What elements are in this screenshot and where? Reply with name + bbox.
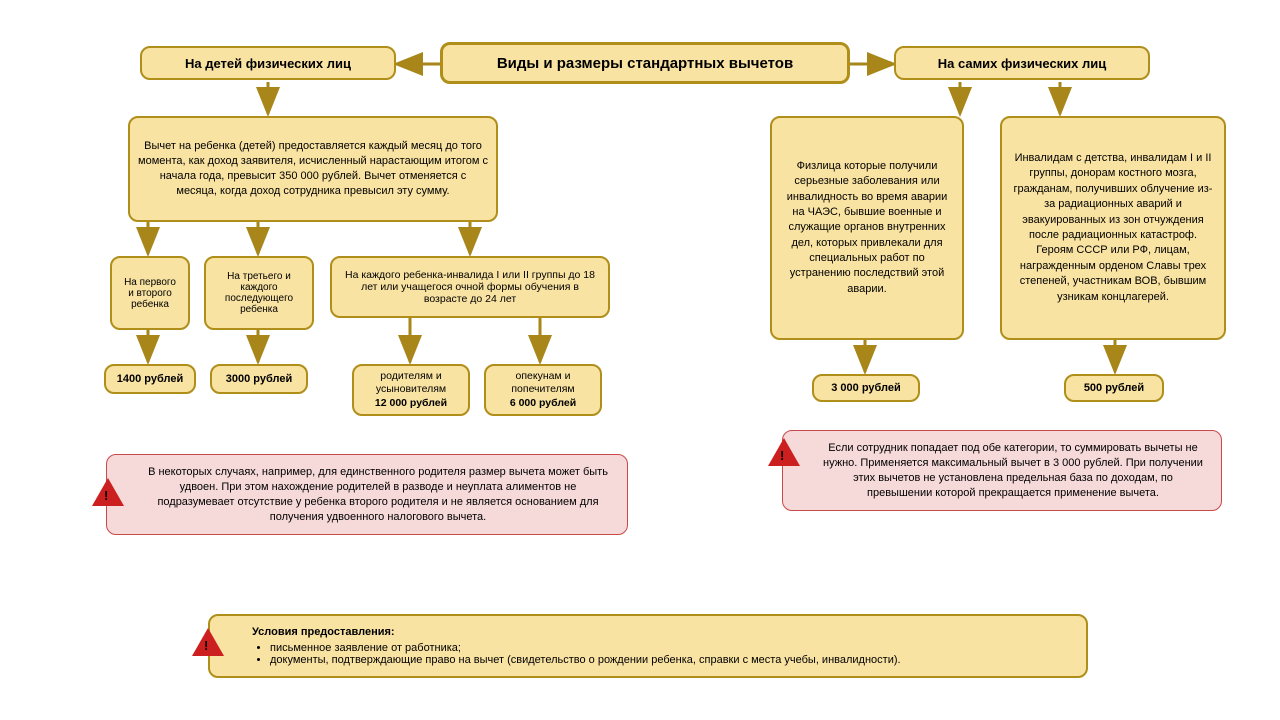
- left-c3-s1-prefix: родителям и усыновителям: [362, 370, 460, 397]
- left-note-text: В некоторых случаях, например, для единс…: [148, 466, 608, 523]
- left-c1: На первого и второго ребенка: [110, 256, 190, 330]
- left-c3-s1-amount: 12 000 рублей: [375, 397, 447, 411]
- left-header: На детей физических лиц: [140, 46, 396, 80]
- right-b1: Физлица которые получили серьезные забол…: [770, 116, 964, 340]
- left-c3-s2: опекунам и попечителям 6 000 рублей: [484, 364, 602, 416]
- connectors: [0, 0, 1280, 720]
- left-c1-amount-label: 1400 рублей: [117, 373, 183, 385]
- left-desc: Вычет на ребенка (детей) предоставляется…: [128, 116, 498, 222]
- left-c1-amount: 1400 рублей: [104, 364, 196, 394]
- left-c3-s2-prefix: опекунам и попечителям: [494, 370, 592, 397]
- left-c3-label: На каждого ребенка-инвалида I или II гру…: [340, 269, 600, 305]
- left-c2-amount: 3000 рублей: [210, 364, 308, 394]
- left-c2-label: На третьего и каждого последующего ребен…: [214, 271, 304, 315]
- left-c3-s1: родителям и усыновителям 12 000 рублей: [352, 364, 470, 416]
- right-b2-amount-label: 500 рублей: [1084, 382, 1144, 394]
- right-b2-text: Инвалидам с детства, инвалидам I и II гр…: [1010, 151, 1216, 305]
- warning-icon: !: [768, 438, 800, 466]
- root-title-label: Виды и размеры стандартных вычетов: [497, 55, 793, 72]
- conditions-item: письменное заявление от работника;: [270, 642, 1072, 654]
- right-b2: Инвалидам с детства, инвалидам I и II гр…: [1000, 116, 1226, 340]
- left-c1-label: На первого и второго ребенка: [120, 277, 180, 310]
- left-c3-s2-amount: 6 000 рублей: [510, 397, 576, 411]
- left-note: В некоторых случаях, например, для единс…: [106, 454, 628, 535]
- right-header-label: На самих физических лиц: [938, 56, 1107, 71]
- right-b1-text: Физлица которые получили серьезные забол…: [780, 159, 954, 298]
- right-b1-amount: 3 000 рублей: [812, 374, 920, 402]
- conditions-title: Условия предоставления:: [252, 626, 395, 638]
- right-b2-amount: 500 рублей: [1064, 374, 1164, 402]
- right-note-text: Если сотрудник попадает под обе категори…: [823, 442, 1203, 499]
- left-header-label: На детей физических лиц: [185, 56, 351, 71]
- right-header: На самих физических лиц: [894, 46, 1150, 80]
- left-c3: На каждого ребенка-инвалида I или II гру…: [330, 256, 610, 318]
- left-desc-text: Вычет на ребенка (детей) предоставляется…: [138, 139, 488, 198]
- root-title: Виды и размеры стандартных вычетов: [440, 42, 850, 84]
- warning-icon: !: [92, 478, 124, 506]
- conditions-box: Условия предоставления: письменное заявл…: [208, 614, 1088, 678]
- left-c2: На третьего и каждого последующего ребен…: [204, 256, 314, 330]
- right-b1-amount-label: 3 000 рублей: [831, 382, 901, 394]
- right-note: Если сотрудник попадает под обе категори…: [782, 430, 1222, 511]
- left-c2-amount-label: 3000 рублей: [226, 373, 292, 385]
- warning-icon: !: [192, 628, 224, 656]
- conditions-item: документы, подтверждающие право на вычет…: [270, 654, 1072, 666]
